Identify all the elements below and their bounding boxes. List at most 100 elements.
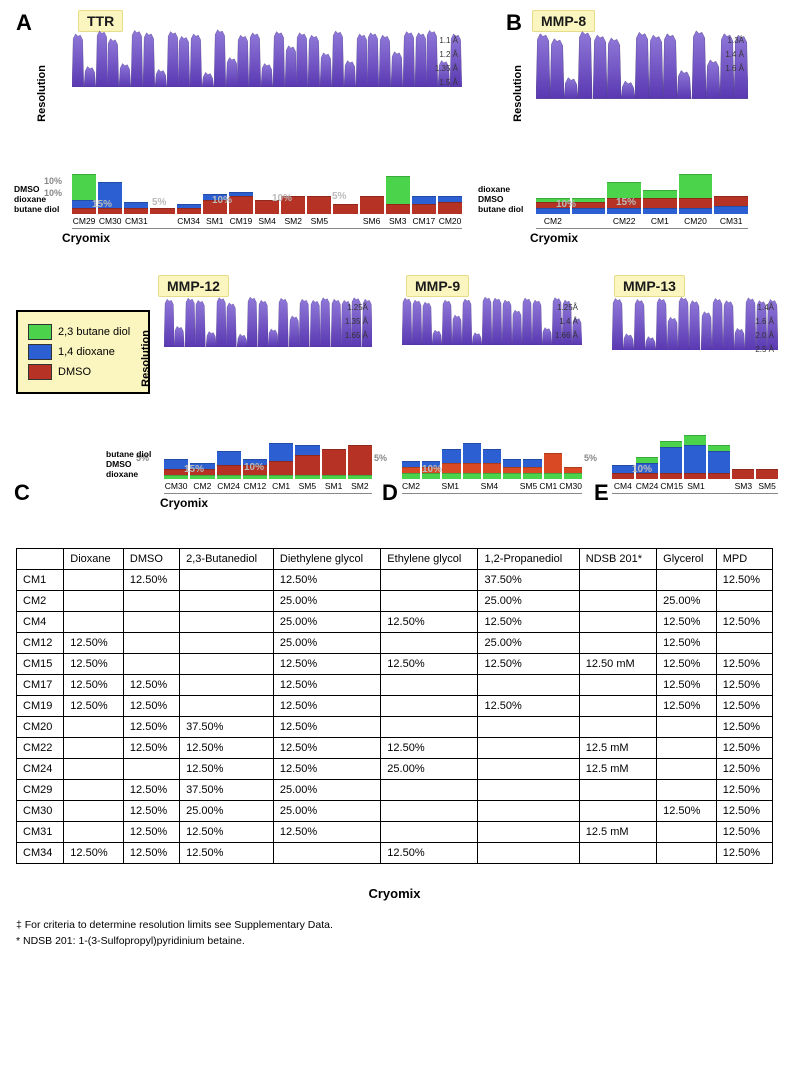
component-stack <box>483 449 501 479</box>
row-header: CM1 <box>17 570 64 591</box>
stack-layer <box>442 449 460 463</box>
component-side-label: butane diol <box>478 204 523 214</box>
resolution-peak <box>167 28 179 152</box>
table-cell: 12.5 mM <box>579 738 656 759</box>
table-cell: 12.50% <box>273 570 380 591</box>
table-cell <box>64 591 124 612</box>
table-row: CM2212.50%12.50%12.50%12.50%12.5 mM12.50… <box>17 738 773 759</box>
component-stack <box>402 461 420 479</box>
stack-layer <box>607 182 641 198</box>
percent-overlay: 10% <box>632 464 652 475</box>
table-row: CM1712.50%12.50%12.50%12.50%12.50% <box>17 675 773 696</box>
table-cell <box>180 696 274 717</box>
resolution-tick: 1.65 Å <box>345 331 368 340</box>
stack-layer <box>756 469 778 479</box>
row-header: CM17 <box>17 675 64 696</box>
category-label: CM34 <box>177 216 201 228</box>
stack-layer <box>217 465 241 475</box>
legend-label: DMSO <box>58 366 91 378</box>
table-cell <box>64 738 124 759</box>
resolution-peak <box>107 28 119 152</box>
stack-layer <box>322 475 346 479</box>
table-cell <box>579 612 656 633</box>
resolution-peak <box>402 295 412 418</box>
table-cell: 12.50% <box>716 612 772 633</box>
table-cell: 12.50% <box>180 738 274 759</box>
resolution-peak <box>578 28 592 152</box>
component-stack <box>660 441 682 479</box>
stack-layer <box>463 473 481 479</box>
percent-overlay: 10% <box>212 195 232 206</box>
stack-layer <box>660 447 682 473</box>
resolution-peak <box>247 295 257 418</box>
legend-row: 2,3 butane diol <box>28 324 138 340</box>
percent-overlay: 10% <box>244 462 264 473</box>
component-stack <box>523 459 541 479</box>
stack-layer <box>150 208 174 214</box>
resolution-peak <box>143 28 155 152</box>
resolution-peak <box>442 295 452 418</box>
resolution-peak <box>299 295 309 418</box>
table-cell: 12.50% <box>273 759 380 780</box>
table-cell <box>716 633 772 654</box>
category-label: CM31 <box>124 216 148 228</box>
stack-layer <box>360 196 384 214</box>
category-label: CM4 <box>612 481 634 493</box>
resolution-peak <box>174 295 184 418</box>
stack-layer <box>612 465 634 473</box>
resolution-peak <box>550 28 564 152</box>
panel-letter: B <box>506 10 522 36</box>
table-cell <box>579 717 656 738</box>
component-stack <box>503 459 521 479</box>
table-cell: 37.50% <box>180 780 274 801</box>
table-cell <box>381 801 478 822</box>
table-cell: 12.50% <box>716 696 772 717</box>
percent-overlay: 5% <box>332 191 346 202</box>
component-stack <box>150 208 174 214</box>
category-label <box>500 481 518 493</box>
resolution-peak <box>502 295 512 418</box>
category-label: CM24 <box>636 481 659 493</box>
stack-layer <box>229 196 253 214</box>
table-cell: 12.50% <box>716 717 772 738</box>
component-stack <box>544 453 562 479</box>
table-row: CM1512.50%12.50%12.50%12.50%12.50 mM12.5… <box>17 654 773 675</box>
resolution-peak <box>119 28 131 152</box>
panel-C: C MMP-12 Resolution Cryomix 1.25Å1.35 Å1… <box>140 275 378 510</box>
component-stack <box>124 202 148 214</box>
chart-D: 1.25Å1.4 Å1.66 Å10%5%CM2SM1SM4SM5CM1CM30 <box>402 295 582 494</box>
category-label: SM1 <box>203 216 227 228</box>
table-cell: 12.50% <box>716 759 772 780</box>
resolution-tick: 2.0 Å <box>755 331 774 340</box>
category-label: SM6 <box>360 216 384 228</box>
table-cell: 12.50% <box>273 696 380 717</box>
resolution-peak <box>178 28 190 152</box>
table-cell: 25.00% <box>273 780 380 801</box>
table-cell: 12.50% <box>716 822 772 843</box>
row-header: CM4 <box>17 612 64 633</box>
table-cell <box>273 843 380 864</box>
table-cell <box>123 654 179 675</box>
table-cell <box>381 717 478 738</box>
table-cell: 37.50% <box>478 570 579 591</box>
table-caption: Cryomix <box>16 886 773 901</box>
category-label: CM20 <box>438 216 462 228</box>
stack-layer <box>684 445 706 473</box>
x-axis-label: Cryomix <box>160 496 208 510</box>
table-cell: 12.50% <box>657 696 717 717</box>
resolution-peak <box>745 295 756 418</box>
resolution-peak <box>607 28 621 152</box>
table-cell: 25.00% <box>273 591 380 612</box>
panel-letter: A <box>16 10 32 36</box>
table-cell: 25.00% <box>657 591 717 612</box>
resolution-peak <box>438 28 450 152</box>
resolution-peak <box>237 28 249 152</box>
legend-swatch <box>28 344 52 360</box>
resolution-peak <box>403 28 415 152</box>
resolution-peak <box>226 28 238 152</box>
stack-layer <box>386 176 410 204</box>
table-cell <box>381 675 478 696</box>
category-label: SM3 <box>733 481 755 493</box>
stack-layer <box>295 445 319 455</box>
table-cell: 12.50% <box>657 675 717 696</box>
